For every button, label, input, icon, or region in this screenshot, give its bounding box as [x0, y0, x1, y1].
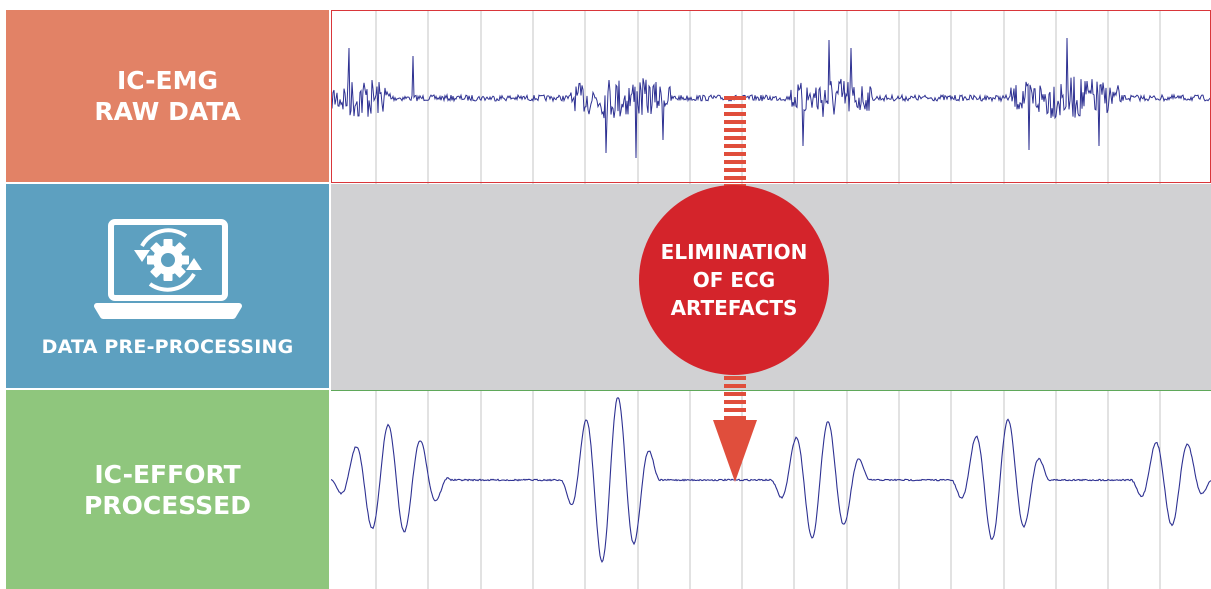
elimination-circle: ELIMINATION OF ECG ARTEFACTS: [639, 185, 829, 375]
preprocessing-label-box: DATA PRE-PROCESSING: [6, 184, 329, 388]
processed-label-line1: IC-EFFORT: [94, 459, 241, 489]
elimination-line2: OF ECG: [692, 268, 776, 292]
processed-label-box: IC-EFFORT PROCESSED: [6, 390, 329, 589]
raw-data-label-box: IC-EMG RAW DATA: [6, 10, 329, 182]
processed-label-line2: PROCESSED: [84, 490, 251, 520]
raw-label-line2: RAW DATA: [94, 97, 241, 126]
raw-label-line1: IC-EMG: [116, 66, 219, 95]
processed-gridlines: [375, 390, 1161, 589]
elimination-line1: ELIMINATION: [660, 240, 808, 264]
processed-effort-signal-panel: [331, 390, 1211, 589]
laptop-gear-cycle-icon: [93, 219, 242, 319]
raw-panel-border: [331, 10, 1211, 183]
raw-emg-trace: [331, 37, 1211, 159]
elimination-line3: ARTEFACTS: [670, 296, 798, 320]
preprocessing-label: DATA PRE-PROCESSING: [41, 336, 294, 358]
raw-emg-signal-panel: [331, 10, 1211, 184]
processed-effort-trace: [331, 396, 1211, 564]
